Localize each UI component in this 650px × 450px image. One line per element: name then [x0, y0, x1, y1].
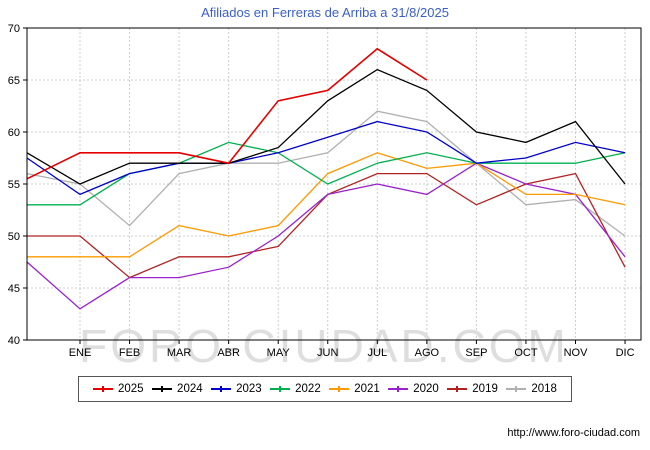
legend-label: 2022: [295, 383, 321, 395]
x-tick-label: ABR: [217, 347, 240, 359]
x-tick-label: AGO: [415, 347, 440, 359]
series-line-2023: [26, 120, 626, 196]
legend-item-2020: 2020: [388, 383, 439, 395]
watermark: FORO-CIUDAD.COM: [79, 320, 569, 368]
legend-swatch-2018: [506, 386, 527, 392]
x-tick-label: JUL: [368, 347, 388, 359]
x-tick-label: FEB: [119, 347, 140, 359]
y-tick-label: 70: [8, 23, 20, 35]
legend-swatch-tick: [456, 386, 459, 392]
affiliates-line-chart: FORO-CIUDAD.COM 40 45 50 55 60 65 70 ENE FEB MAR AB…: [8, 23, 642, 368]
legend-swatch-tick: [397, 386, 400, 392]
legend-item-2023: 2023: [211, 383, 262, 395]
legend-swatch-2020: [388, 386, 409, 392]
legend-swatch-tick: [102, 386, 104, 392]
x-tick-label: NOV: [564, 347, 589, 359]
legend-swatch-2021: [329, 386, 350, 392]
x-tick-label: MAY: [267, 347, 291, 359]
legend-swatch-tick: [338, 386, 341, 392]
y-tick-label: 65: [8, 75, 20, 87]
series-line-2020: [26, 162, 626, 310]
y-tick-label: 60: [8, 127, 20, 139]
legend-label: 2019: [472, 383, 498, 395]
legend-item-2018: 2018: [506, 383, 557, 395]
legend-item-2022: 2022: [270, 383, 321, 395]
legend-swatch-2025: [93, 386, 113, 392]
legend-label: 2021: [354, 383, 380, 395]
x-tick-label: MAR: [167, 347, 192, 359]
x-tick-label: OCT: [514, 347, 538, 359]
legend-swatch-2023: [211, 386, 232, 392]
legend-item-2019: 2019: [447, 383, 498, 395]
legend-swatch-2024: [152, 386, 173, 392]
series-line-2021: [27, 152, 626, 258]
x-tick-label: SEP: [465, 347, 487, 359]
legend-swatch-2022: [270, 386, 291, 392]
legend-swatch-tick: [220, 386, 223, 392]
legend-swatch-2019: [447, 386, 468, 392]
y-tick-label: 40: [8, 335, 20, 347]
y-tick-label: 55: [8, 179, 20, 191]
series-line-2025: [26, 47, 428, 180]
x-tick-label: ENE: [69, 347, 92, 359]
series-line-2024: [26, 68, 626, 185]
legend-label: 2023: [236, 383, 262, 395]
legend-item-2025: 2025: [93, 383, 144, 395]
y-tick-label: 50: [8, 231, 20, 243]
x-tick-label: DIC: [616, 347, 635, 359]
legend-swatch-tick: [161, 386, 164, 392]
legend-swatch-tick: [515, 386, 518, 392]
legend-item-2024: 2024: [152, 383, 203, 395]
x-tick-label: JUN: [317, 347, 338, 359]
footer-url[interactable]: http://www.foro-ciudad.com: [507, 427, 640, 439]
legend-label: 2024: [177, 383, 203, 395]
chart-title: Afiliados en Ferreras de Arriba a 31/8/2…: [201, 5, 449, 20]
series-line-2018: [26, 110, 626, 237]
legend-item-2021: 2021: [329, 383, 380, 395]
legend-label: 2025: [118, 383, 144, 395]
y-tick-label: 45: [8, 283, 20, 295]
legend: 2025 2024 2023 2022 2021 2020 2019 2018: [78, 376, 572, 402]
legend-swatch-tick: [279, 386, 282, 392]
legend-label: 2020: [413, 383, 439, 395]
legend-label: 2018: [531, 383, 557, 395]
series-line-2019: [27, 172, 626, 279]
